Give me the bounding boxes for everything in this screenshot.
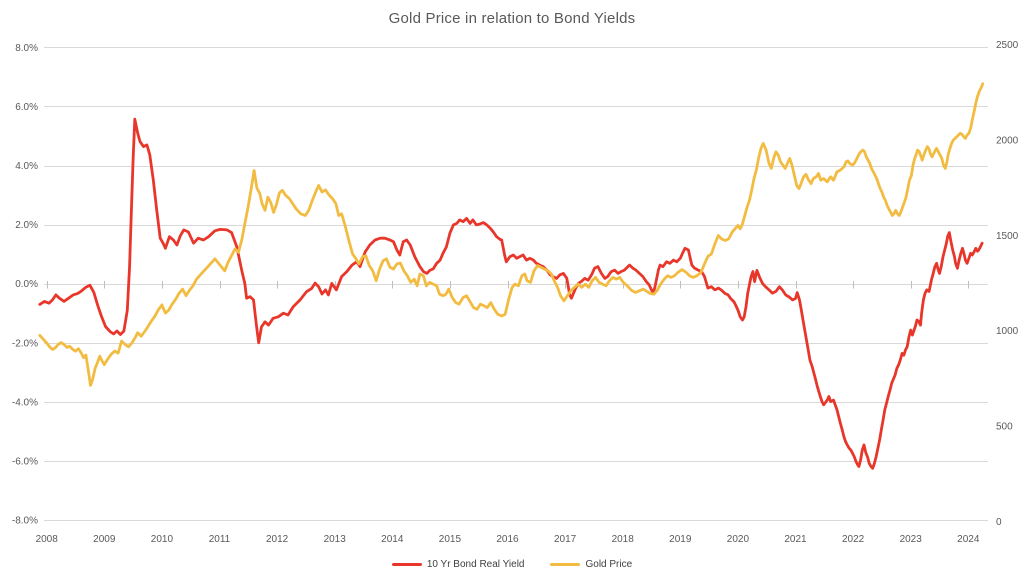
x-axis-label: 2019 [669,534,692,545]
chart-title: Gold Price in relation to Bond Yields [388,10,636,27]
x-axis-label: 2024 [957,534,980,545]
left-axis-label: -6.0% [12,456,38,467]
x-axis-label: 2013 [324,534,347,545]
right-axis-label: 1000 [996,326,1019,337]
x-axis-label: 2012 [266,534,289,545]
left-axis-label: 4.0% [15,161,38,172]
x-axis-label: 2008 [36,534,59,545]
x-axis-label: 2009 [93,534,116,545]
left-axis-label: -4.0% [12,397,38,408]
legend-item-bond-yield: 10 Yr Bond Real Yield [391,559,525,570]
legend-label-gold-price: Gold Price [585,559,633,570]
series-line-10-yr-bond-real-yield [38,117,984,470]
bond-yield-line-swatch-icon [391,563,422,566]
gold-price-line-swatch-icon [550,563,581,566]
right-axis-label: 2000 [996,135,1019,146]
x-axis-label: 2022 [842,534,865,545]
x-axis-label: 2015 [439,534,462,545]
x-axis-label: 2021 [784,534,807,545]
right-axis-label: 500 [996,421,1013,432]
x-axis-label: 2020 [727,534,750,545]
left-axis-label: -2.0% [12,338,38,349]
left-axis-label: 2.0% [15,220,38,231]
left-axis-label: 0.0% [15,279,38,290]
left-axis-label: 6.0% [15,102,38,113]
right-axis-label: 1500 [996,231,1019,242]
legend-label-bond-yield: 10 Yr Bond Real Yield [426,559,525,570]
x-axis-label: 2017 [554,534,577,545]
series-line-gold-price [38,82,985,387]
left-axis-label: 8.0% [15,43,38,54]
x-axis-label: 2011 [209,534,231,545]
right-axis-label: 2500 [996,40,1019,51]
x-axis-label: 2016 [496,534,519,545]
legend-item-gold-price: Gold Price [550,559,632,570]
x-axis-label: 2018 [612,534,635,545]
x-axis-label: 2023 [900,534,923,545]
right-axis-label: 0 [996,517,1002,528]
x-axis-label: 2010 [151,534,174,545]
x-axis-label: 2014 [381,534,404,545]
legend: 10 Yr Bond Real Yield Gold Price [0,559,1024,570]
left-axis-label: -8.0% [12,516,38,527]
